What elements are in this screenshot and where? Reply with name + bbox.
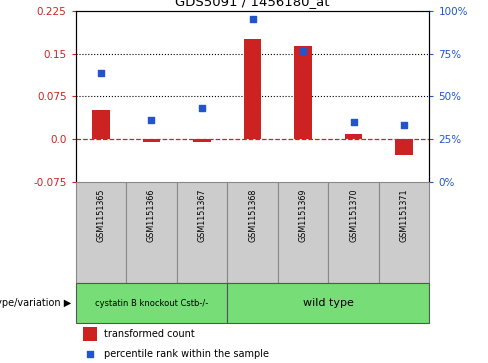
Text: transformed count: transformed count (104, 329, 195, 339)
Bar (244, 39, 262, 139)
Point (86, 351, 94, 357)
Bar (142, 139, 160, 142)
FancyBboxPatch shape (328, 182, 379, 283)
Bar (83, 327, 97, 341)
FancyBboxPatch shape (126, 182, 177, 283)
Bar (193, 139, 211, 142)
Text: GSM1151369: GSM1151369 (299, 189, 307, 242)
Text: wild type: wild type (303, 298, 354, 308)
FancyBboxPatch shape (76, 182, 126, 283)
Point (400, 122, 408, 127)
Text: GSM1151365: GSM1151365 (97, 189, 105, 242)
Text: cystatin B knockout Cstb-/-: cystatin B knockout Cstb-/- (95, 299, 208, 307)
FancyBboxPatch shape (227, 283, 429, 323)
Bar (345, 134, 363, 139)
FancyBboxPatch shape (177, 182, 227, 283)
Bar (294, 46, 312, 139)
Text: GSM1151366: GSM1151366 (147, 189, 156, 242)
Bar (395, 139, 413, 155)
Point (350, 119, 358, 125)
FancyBboxPatch shape (379, 182, 429, 283)
Point (198, 105, 206, 110)
Text: percentile rank within the sample: percentile rank within the sample (104, 349, 269, 359)
Text: GSM1151368: GSM1151368 (248, 189, 257, 242)
Point (147, 117, 155, 123)
Point (299, 48, 307, 54)
Text: GSM1151370: GSM1151370 (349, 189, 358, 242)
Bar (92, 110, 110, 139)
FancyBboxPatch shape (227, 182, 278, 283)
Text: GSM1151367: GSM1151367 (198, 189, 206, 242)
Point (249, 16, 257, 23)
Text: genotype/variation ▶: genotype/variation ▶ (0, 298, 71, 308)
FancyBboxPatch shape (76, 283, 227, 323)
FancyBboxPatch shape (278, 182, 328, 283)
Point (97, 70, 105, 76)
Title: GDS5091 / 1456180_at: GDS5091 / 1456180_at (175, 0, 330, 8)
Text: GSM1151371: GSM1151371 (400, 189, 408, 242)
